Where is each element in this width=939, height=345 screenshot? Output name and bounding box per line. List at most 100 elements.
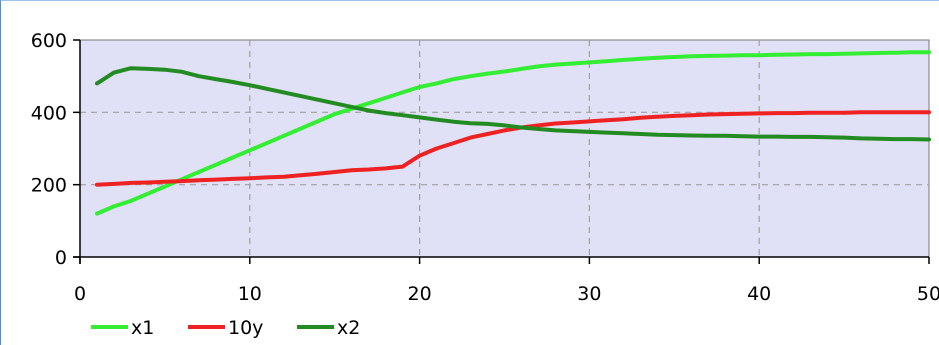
data-point-x1 <box>197 170 201 174</box>
data-point-10y <box>689 113 693 117</box>
legend-label-10y: 10y <box>228 317 263 339</box>
data-point-x1 <box>282 134 286 138</box>
data-point-10y <box>842 111 846 115</box>
data-point-10y <box>146 180 150 184</box>
data-point-x2 <box>876 137 880 141</box>
data-point-10y <box>435 147 439 150</box>
data-point-10y <box>706 113 710 117</box>
data-point-10y <box>604 118 608 122</box>
data-point-x2 <box>553 128 557 132</box>
plot-background <box>79 39 930 258</box>
data-point-x2 <box>757 135 761 139</box>
data-point-x1 <box>621 58 625 62</box>
data-point-x2 <box>180 70 184 74</box>
y-tick-label: 400 <box>31 102 67 124</box>
data-point-x1 <box>469 74 473 78</box>
data-point-10y <box>655 115 659 119</box>
data-point-x1 <box>876 51 880 55</box>
data-point-x2 <box>503 123 506 127</box>
data-point-10y <box>503 128 506 132</box>
data-point-10y <box>418 154 422 158</box>
data-point-x1 <box>367 101 371 105</box>
data-point-10y <box>469 136 473 140</box>
data-point-10y <box>129 181 133 185</box>
data-point-x2 <box>197 74 201 78</box>
data-point-x2 <box>536 127 540 131</box>
data-point-10y <box>536 123 540 127</box>
data-point-x2 <box>129 66 133 70</box>
data-point-x1 <box>418 85 422 89</box>
data-point-10y <box>570 120 574 124</box>
data-point-10y <box>893 110 897 114</box>
data-point-10y <box>367 167 371 171</box>
legend-label-x2: x2 <box>337 317 360 339</box>
data-point-x2 <box>825 135 829 139</box>
data-point-x1 <box>655 56 659 60</box>
data-point-x2 <box>740 134 744 138</box>
data-point-10y <box>723 112 727 116</box>
data-point-x2 <box>808 135 812 139</box>
data-point-10y <box>587 119 591 123</box>
legend-item-10y: 10y <box>188 317 263 339</box>
data-point-x2 <box>604 131 608 135</box>
data-point-x1 <box>842 52 846 56</box>
data-point-x1 <box>893 51 897 55</box>
data-point-10y <box>265 175 269 179</box>
series-line-x2 <box>95 66 931 142</box>
data-point-10y <box>350 168 354 172</box>
data-point-10y <box>95 183 99 187</box>
data-point-x2 <box>299 94 303 98</box>
data-point-10y <box>757 111 761 115</box>
data-point-x2 <box>927 137 931 141</box>
data-point-x1 <box>452 77 456 81</box>
data-point-x2 <box>910 137 914 141</box>
data-point-x1 <box>706 54 710 58</box>
data-point-x2 <box>112 71 116 75</box>
legend-item-x2: x2 <box>297 317 360 339</box>
data-point-10y <box>553 122 557 126</box>
data-point-x2 <box>452 120 456 124</box>
data-point-x2 <box>689 133 693 137</box>
data-point-x2 <box>486 122 490 126</box>
data-point-x2 <box>435 118 439 122</box>
data-point-x2 <box>401 113 405 117</box>
data-point-x2 <box>621 131 625 135</box>
data-point-10y <box>791 111 795 115</box>
legend-item-x1: x1 <box>91 317 154 339</box>
data-point-x2 <box>316 98 320 102</box>
x-tick-label: 40 <box>747 283 771 305</box>
series-lines <box>95 50 931 216</box>
data-point-x2 <box>384 111 388 115</box>
data-point-x1 <box>486 72 490 76</box>
data-point-x1 <box>825 52 829 56</box>
data-point-x1 <box>401 90 405 94</box>
data-point-10y <box>248 176 252 180</box>
data-point-x1 <box>570 62 574 66</box>
y-tick-label: 200 <box>31 175 67 197</box>
data-point-x2 <box>519 126 523 130</box>
data-point-10y <box>316 172 320 176</box>
series-line-10y <box>95 110 931 187</box>
data-point-x2 <box>655 133 659 137</box>
data-point-x2 <box>265 87 269 91</box>
data-point-x2 <box>893 137 897 141</box>
data-point-x2 <box>469 121 473 125</box>
series-line-x1 <box>95 50 931 216</box>
legend: x1 10y x2 <box>91 317 360 339</box>
data-point-x1 <box>299 127 303 131</box>
data-point-x2 <box>333 101 337 105</box>
x-tick-label: 20 <box>408 283 432 305</box>
y-tick-label: 0 <box>55 247 67 269</box>
data-point-x1 <box>95 212 99 216</box>
data-point-x1 <box>265 141 269 145</box>
data-point-10y <box>112 182 116 186</box>
data-point-x1 <box>316 119 320 123</box>
data-point-x1 <box>163 184 167 188</box>
data-point-x2 <box>774 135 778 139</box>
data-point-x1 <box>791 52 795 56</box>
data-point-10y <box>333 170 337 174</box>
data-point-x1 <box>248 148 252 152</box>
data-point-x1 <box>214 163 218 167</box>
data-point-10y <box>231 177 235 181</box>
